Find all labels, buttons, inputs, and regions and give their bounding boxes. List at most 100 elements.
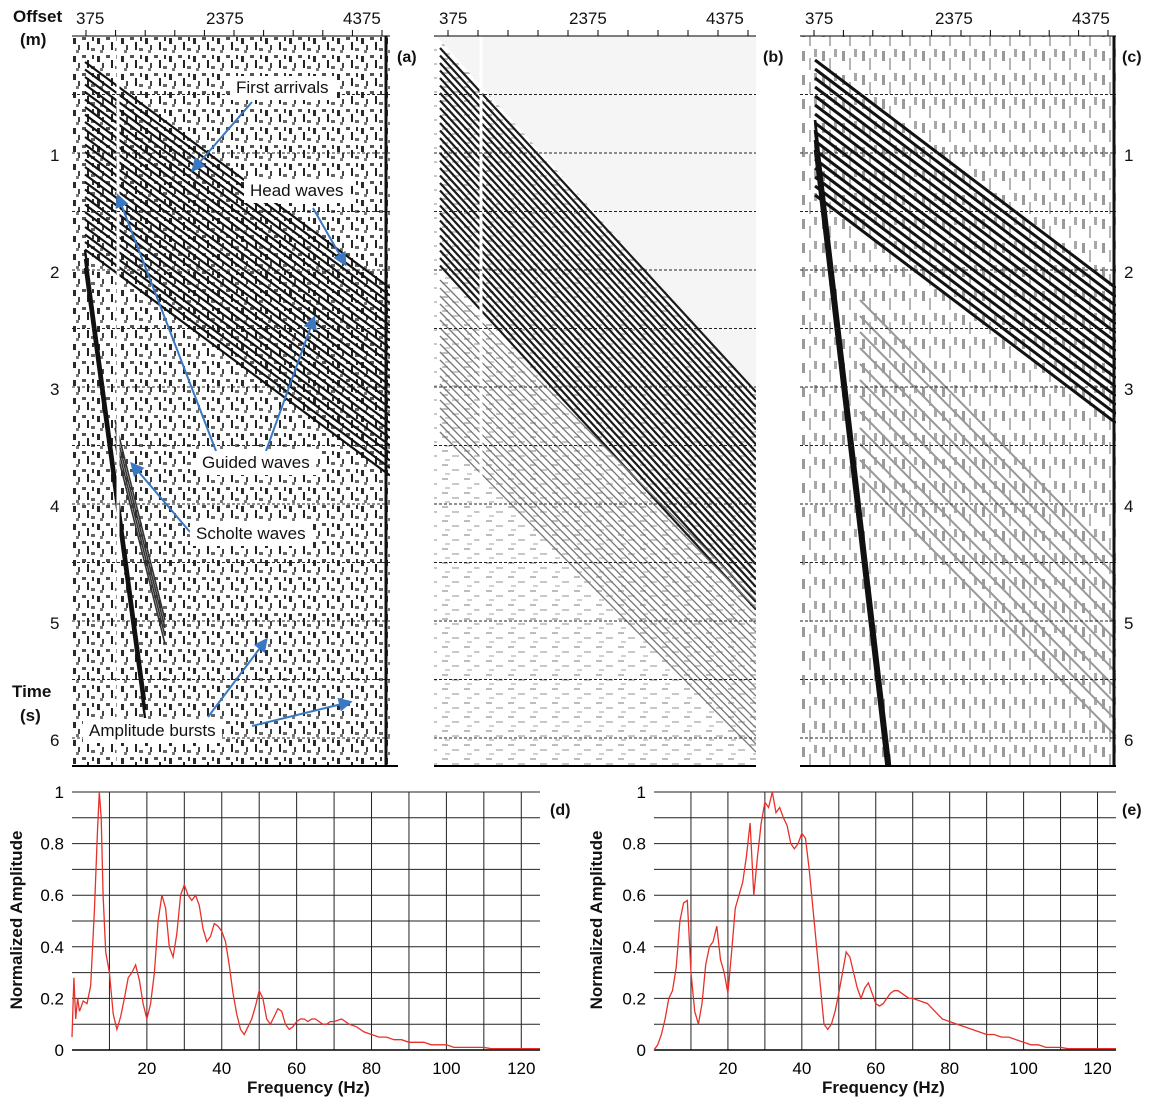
annotation-arrow <box>312 207 347 267</box>
seismic-event <box>439 375 756 697</box>
annotation-arrow <box>207 637 268 718</box>
seismic-event <box>439 407 756 729</box>
seismic-event <box>439 359 756 681</box>
time-unit: (s) <box>20 706 41 725</box>
seismic-event <box>84 83 390 312</box>
offset-tick: 375 <box>439 9 468 28</box>
time-tick: 2 <box>50 263 60 282</box>
time-tick: 3 <box>1124 380 1134 399</box>
annotation-arrow <box>130 461 191 533</box>
seismic-event <box>439 54 756 401</box>
seismic-event <box>439 303 756 625</box>
seismic-event <box>84 218 390 447</box>
panel-label-e: (e) <box>1122 802 1142 819</box>
seismic-event <box>814 166 1116 398</box>
y-tick-label: 0.2 <box>622 989 646 1008</box>
seismic-event <box>84 143 390 372</box>
y-tick-label: 0 <box>55 1041 64 1060</box>
y-tick-label: 1 <box>637 783 646 802</box>
y-tick-label: 0.6 <box>40 886 64 905</box>
seismic-event <box>439 415 756 737</box>
seismic-event <box>439 47 756 393</box>
seismic-event <box>439 182 756 528</box>
offset-tick: 4375 <box>706 9 744 28</box>
seismic-event <box>439 122 756 468</box>
seismic-event <box>439 144 756 491</box>
seismic-event <box>439 351 756 673</box>
seismic-event <box>114 419 166 621</box>
seismic-event <box>814 148 1116 380</box>
x-tick-label: 20 <box>137 1059 156 1078</box>
seismic-event <box>859 331 1116 593</box>
offset-label: Offset <box>13 7 63 26</box>
seismic-event <box>114 443 166 645</box>
seismic-event <box>439 174 756 521</box>
x-tick-label: 20 <box>718 1059 737 1078</box>
offset-tick: 2375 <box>206 9 244 28</box>
time-tick: 4 <box>1124 497 1134 516</box>
seismic-event <box>859 475 1116 737</box>
seismic-event <box>439 204 756 551</box>
y-tick-label: 1 <box>55 783 64 802</box>
panel-label-d: (d) <box>550 802 571 819</box>
seismic-event <box>439 287 756 609</box>
annotation-amplitude-bursts: Amplitude bursts <box>83 719 222 743</box>
x-tick-label: 60 <box>287 1059 306 1078</box>
seismic-event <box>439 249 756 596</box>
x-axis-title-d: Frequency (Hz) <box>247 1078 370 1097</box>
seismic-event <box>814 139 1116 371</box>
seismic-event <box>814 157 1116 389</box>
seismic-event <box>814 193 1116 425</box>
seismic-event <box>814 58 1116 290</box>
seismic-event <box>439 62 756 408</box>
seismic-event <box>439 197 756 543</box>
seismic-event <box>439 431 756 753</box>
seismic-event <box>439 219 756 566</box>
seismic-event <box>439 242 756 588</box>
offset-tick: 2375 <box>935 9 973 28</box>
time-tick: 2 <box>1124 263 1134 282</box>
seismic-event <box>84 98 390 327</box>
seismic-event <box>439 423 756 745</box>
seismic-event <box>814 130 1116 362</box>
seismic-event <box>439 129 756 476</box>
seismic-event <box>439 383 756 705</box>
x-tick-label: 120 <box>1083 1059 1111 1078</box>
seismic-event <box>84 128 390 357</box>
seismic-event <box>84 211 390 439</box>
seismic-event <box>84 196 390 424</box>
seismic-event <box>859 459 1116 721</box>
seismic-event <box>859 411 1116 673</box>
time-label: Time <box>12 682 52 701</box>
seismic-event <box>814 112 1116 344</box>
time-tick: 1 <box>1124 146 1134 165</box>
offset-tick: 375 <box>805 9 834 28</box>
y-tick-label: 0.4 <box>40 938 64 957</box>
seismic-event <box>84 173 390 402</box>
annotation-arrow <box>191 101 253 173</box>
panel-c <box>800 36 1116 767</box>
y-axis-title-d: Normalized Amplitude <box>7 830 26 1010</box>
seismic-event <box>439 279 756 601</box>
seismic-event <box>439 77 756 423</box>
seismic-event <box>84 136 390 364</box>
time-tick: 6 <box>50 731 60 750</box>
annotation-arrows <box>115 101 353 727</box>
y-tick-label: 0.8 <box>622 835 646 854</box>
seismic-event <box>439 114 756 461</box>
x-tick-label: 80 <box>362 1059 381 1078</box>
seismic-event <box>814 94 1116 326</box>
panel-label-b: (b) <box>763 49 784 66</box>
seismic-event <box>439 257 756 603</box>
offset-tick: 4375 <box>343 9 381 28</box>
seismic-event <box>439 189 756 536</box>
seismic-event <box>83 267 147 719</box>
offset-tick: 4375 <box>1072 9 1110 28</box>
y-axis-title-e: Normalized Amplitude <box>587 830 606 1010</box>
offset-unit: (m) <box>20 30 47 49</box>
seismic-event <box>814 85 1116 317</box>
seismic-event <box>84 188 390 417</box>
time-tick: 4 <box>50 497 60 516</box>
